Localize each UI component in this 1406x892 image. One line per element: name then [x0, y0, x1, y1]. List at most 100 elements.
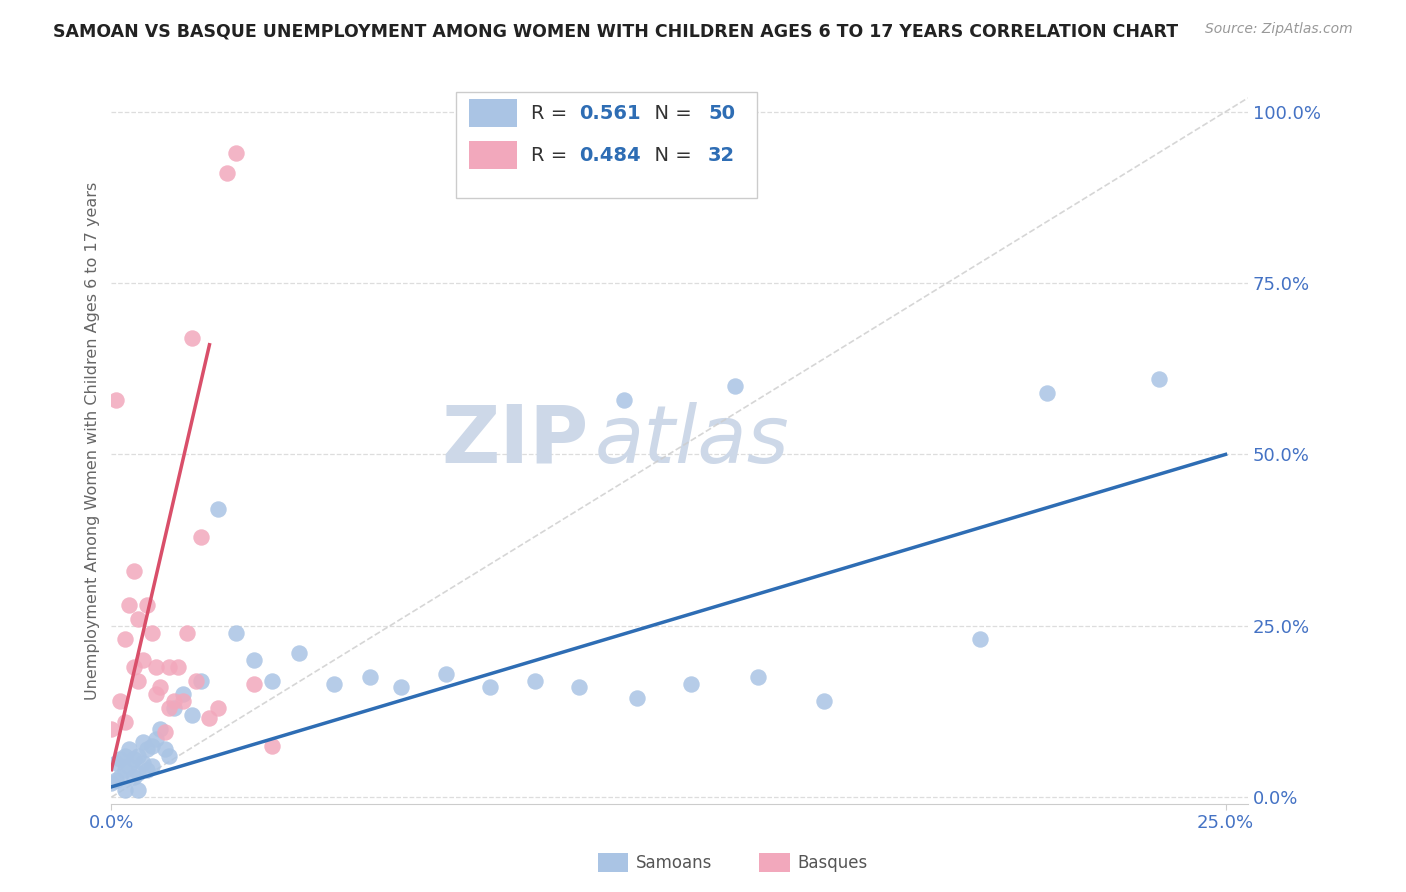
Point — [122, 564, 145, 578]
Point — [479, 681, 502, 695]
Point — [131, 653, 153, 667]
Point — [323, 677, 346, 691]
Point — [157, 749, 180, 764]
Point — [260, 739, 283, 753]
Point — [122, 770, 145, 784]
Point — [118, 598, 141, 612]
Point — [813, 694, 835, 708]
Text: 0.561: 0.561 — [579, 103, 641, 122]
Point — [184, 673, 207, 688]
Bar — [470, 99, 517, 127]
Point — [114, 763, 136, 777]
Bar — [470, 141, 517, 169]
Point — [163, 694, 186, 708]
Point — [104, 772, 127, 787]
Point — [114, 632, 136, 647]
Point — [145, 660, 167, 674]
Text: atlas: atlas — [595, 401, 789, 480]
Text: 32: 32 — [709, 145, 735, 165]
Text: SAMOAN VS BASQUE UNEMPLOYMENT AMONG WOMEN WITH CHILDREN AGES 6 TO 17 YEARS CORRE: SAMOAN VS BASQUE UNEMPLOYMENT AMONG WOME… — [53, 22, 1178, 40]
Text: ZIP: ZIP — [441, 401, 589, 480]
Point — [969, 632, 991, 647]
Text: R =: R = — [530, 103, 574, 122]
Point — [243, 677, 266, 691]
Text: 50: 50 — [709, 103, 735, 122]
Point — [149, 681, 172, 695]
Point — [167, 660, 190, 674]
Point — [118, 759, 141, 773]
Point — [100, 776, 122, 790]
Point — [207, 701, 229, 715]
Point — [172, 687, 194, 701]
Point — [104, 392, 127, 407]
Text: 0.484: 0.484 — [579, 145, 641, 165]
Point — [145, 731, 167, 746]
Point — [127, 612, 149, 626]
Point — [724, 379, 747, 393]
Point — [153, 742, 176, 756]
Point — [434, 666, 457, 681]
Point — [110, 770, 132, 784]
Point — [163, 701, 186, 715]
Point — [104, 756, 127, 770]
Point — [149, 722, 172, 736]
Point — [359, 670, 381, 684]
Point — [127, 673, 149, 688]
Point — [613, 392, 636, 407]
Text: Source: ZipAtlas.com: Source: ZipAtlas.com — [1205, 22, 1353, 37]
Point — [389, 681, 412, 695]
Point — [172, 694, 194, 708]
Point — [118, 742, 141, 756]
Point — [1036, 385, 1059, 400]
Point — [157, 660, 180, 674]
Point — [141, 759, 163, 773]
Point — [145, 687, 167, 701]
Point — [679, 677, 702, 691]
Point — [131, 756, 153, 770]
Point — [136, 598, 159, 612]
Point — [114, 749, 136, 764]
Point — [225, 625, 247, 640]
Point — [198, 711, 221, 725]
Text: Basques: Basques — [797, 854, 868, 871]
Point — [110, 694, 132, 708]
Point — [626, 690, 648, 705]
Point — [141, 625, 163, 640]
Text: Samoans: Samoans — [636, 854, 711, 871]
Point — [110, 752, 132, 766]
Point — [100, 722, 122, 736]
Point — [127, 783, 149, 797]
Point — [176, 625, 198, 640]
Point — [127, 766, 149, 780]
Point — [136, 763, 159, 777]
Point — [207, 502, 229, 516]
Point — [287, 646, 309, 660]
Bar — [759, 853, 790, 872]
Point — [568, 681, 591, 695]
FancyBboxPatch shape — [456, 92, 756, 198]
Point — [114, 783, 136, 797]
Point — [217, 166, 239, 180]
Bar — [598, 853, 628, 872]
Point — [523, 673, 546, 688]
Text: R =: R = — [530, 145, 574, 165]
Point — [1147, 372, 1170, 386]
Point — [225, 145, 247, 160]
Point — [122, 660, 145, 674]
Point — [190, 673, 212, 688]
Text: N =: N = — [643, 145, 699, 165]
Point — [114, 714, 136, 729]
Point — [127, 749, 149, 764]
Text: N =: N = — [643, 103, 699, 122]
Point — [141, 739, 163, 753]
Point — [243, 653, 266, 667]
Point — [131, 735, 153, 749]
Point — [260, 673, 283, 688]
Point — [136, 742, 159, 756]
Point — [157, 701, 180, 715]
Point — [747, 670, 769, 684]
Point — [190, 530, 212, 544]
Y-axis label: Unemployment Among Women with Children Ages 6 to 17 years: Unemployment Among Women with Children A… — [86, 182, 100, 700]
Point — [122, 752, 145, 766]
Point — [180, 331, 202, 345]
